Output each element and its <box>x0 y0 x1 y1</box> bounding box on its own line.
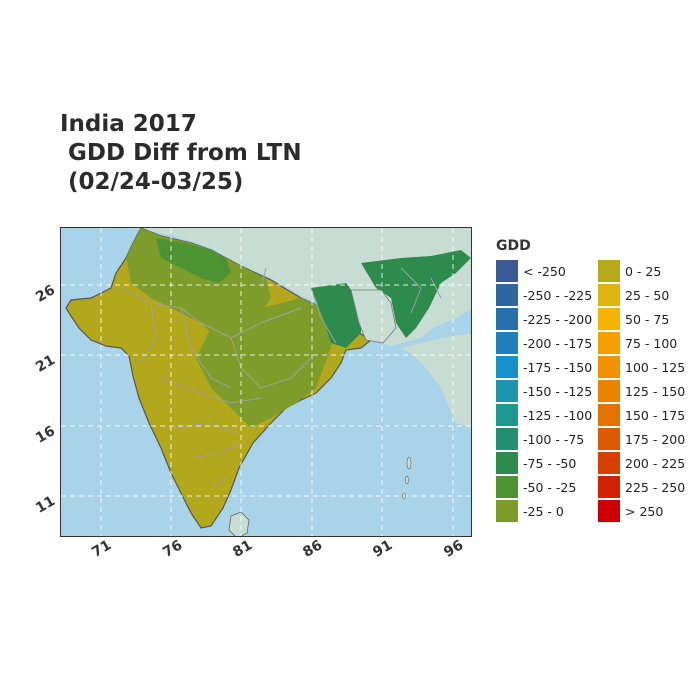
legend-swatch <box>598 380 620 402</box>
legend-swatch <box>496 380 518 402</box>
legend-label: -25 - 0 <box>523 504 564 519</box>
legend-swatch <box>496 452 518 474</box>
legend-label: -100 - -75 <box>523 432 585 447</box>
lon-tick-label: 76 <box>160 537 186 561</box>
legend-swatch <box>598 500 620 522</box>
legend-label: 50 - 75 <box>625 312 670 327</box>
anomaly-zone-northeast <box>361 250 471 338</box>
lat-tick-label: 21 <box>33 352 58 376</box>
legend-swatch <box>598 476 620 498</box>
legend-label: 200 - 225 <box>625 456 686 471</box>
title-line-3: (02/24-03/25) <box>60 169 244 195</box>
anomaly-zone-east <box>311 283 361 348</box>
lat-tick-label: 11 <box>33 493 58 517</box>
legend-swatch <box>598 428 620 450</box>
legend-swatch <box>598 356 620 378</box>
legend-label: > 250 <box>625 504 664 519</box>
legend-swatch <box>496 356 518 378</box>
lon-tick-label: 96 <box>441 537 467 561</box>
state-boundaries <box>120 267 442 489</box>
legend-swatch <box>496 476 518 498</box>
legend-label: 100 - 125 <box>625 360 686 375</box>
legend: GDD < -250 -250 - -225 -225 - -200 -200 - -… <box>496 238 685 522</box>
legend-swatch <box>598 404 620 426</box>
legend-label: -50 - -25 <box>523 480 577 495</box>
bangladesh <box>350 289 397 344</box>
legend-label: -200 - -175 <box>523 336 593 351</box>
legend-label: 125 - 150 <box>625 384 686 399</box>
anomaly-zone-central <box>196 298 336 428</box>
legend-label: -150 - -125 <box>523 384 593 399</box>
legend-label: -125 - -100 <box>523 408 593 423</box>
legend-label: < -250 <box>523 264 566 279</box>
legend-label: 175 - 200 <box>625 432 686 447</box>
lon-tick-label: 91 <box>370 537 396 561</box>
legend-swatch <box>598 284 620 306</box>
lon-tick-label: 86 <box>300 537 326 561</box>
legend-swatch <box>496 308 518 330</box>
map-title: India 2017 GDD Diff from LTN (02/24-03/2… <box>60 110 302 197</box>
legend-label: 0 - 25 <box>625 264 662 279</box>
lon-tick-label: 71 <box>89 537 115 561</box>
legend-swatch <box>496 260 518 282</box>
map-frame <box>60 227 472 537</box>
map-canvas <box>61 228 471 536</box>
lat-tick-label: 26 <box>33 282 58 306</box>
legend-label: -75 - -50 <box>523 456 577 471</box>
legend-swatch <box>496 500 518 522</box>
legend-label: 225 - 250 <box>625 480 686 495</box>
legend-label: 25 - 50 <box>625 288 670 303</box>
andaman-islands <box>402 456 412 500</box>
legend-swatch <box>598 260 620 282</box>
lat-tick-label: 16 <box>33 423 58 447</box>
legend-label: -250 - -225 <box>523 288 593 303</box>
legend-swatch <box>496 284 518 306</box>
legend-label: -225 - -200 <box>523 312 593 327</box>
legend-swatch <box>598 332 620 354</box>
legend-swatch <box>496 428 518 450</box>
legend-swatch <box>496 404 518 426</box>
legend-label: 150 - 175 <box>625 408 686 423</box>
legend-title: GDD <box>496 238 531 254</box>
lon-tick-label: 81 <box>230 537 256 561</box>
legend-swatch <box>598 452 620 474</box>
legend-label: 75 - 100 <box>625 336 678 351</box>
legend-swatch <box>496 332 518 354</box>
title-line-2: GDD Diff from LTN <box>60 140 302 166</box>
title-line-1: India 2017 <box>60 111 197 137</box>
legend-swatch <box>598 308 620 330</box>
anomaly-zone-darkgreen-north <box>156 238 231 283</box>
legend-label: -175 - -150 <box>523 360 593 375</box>
